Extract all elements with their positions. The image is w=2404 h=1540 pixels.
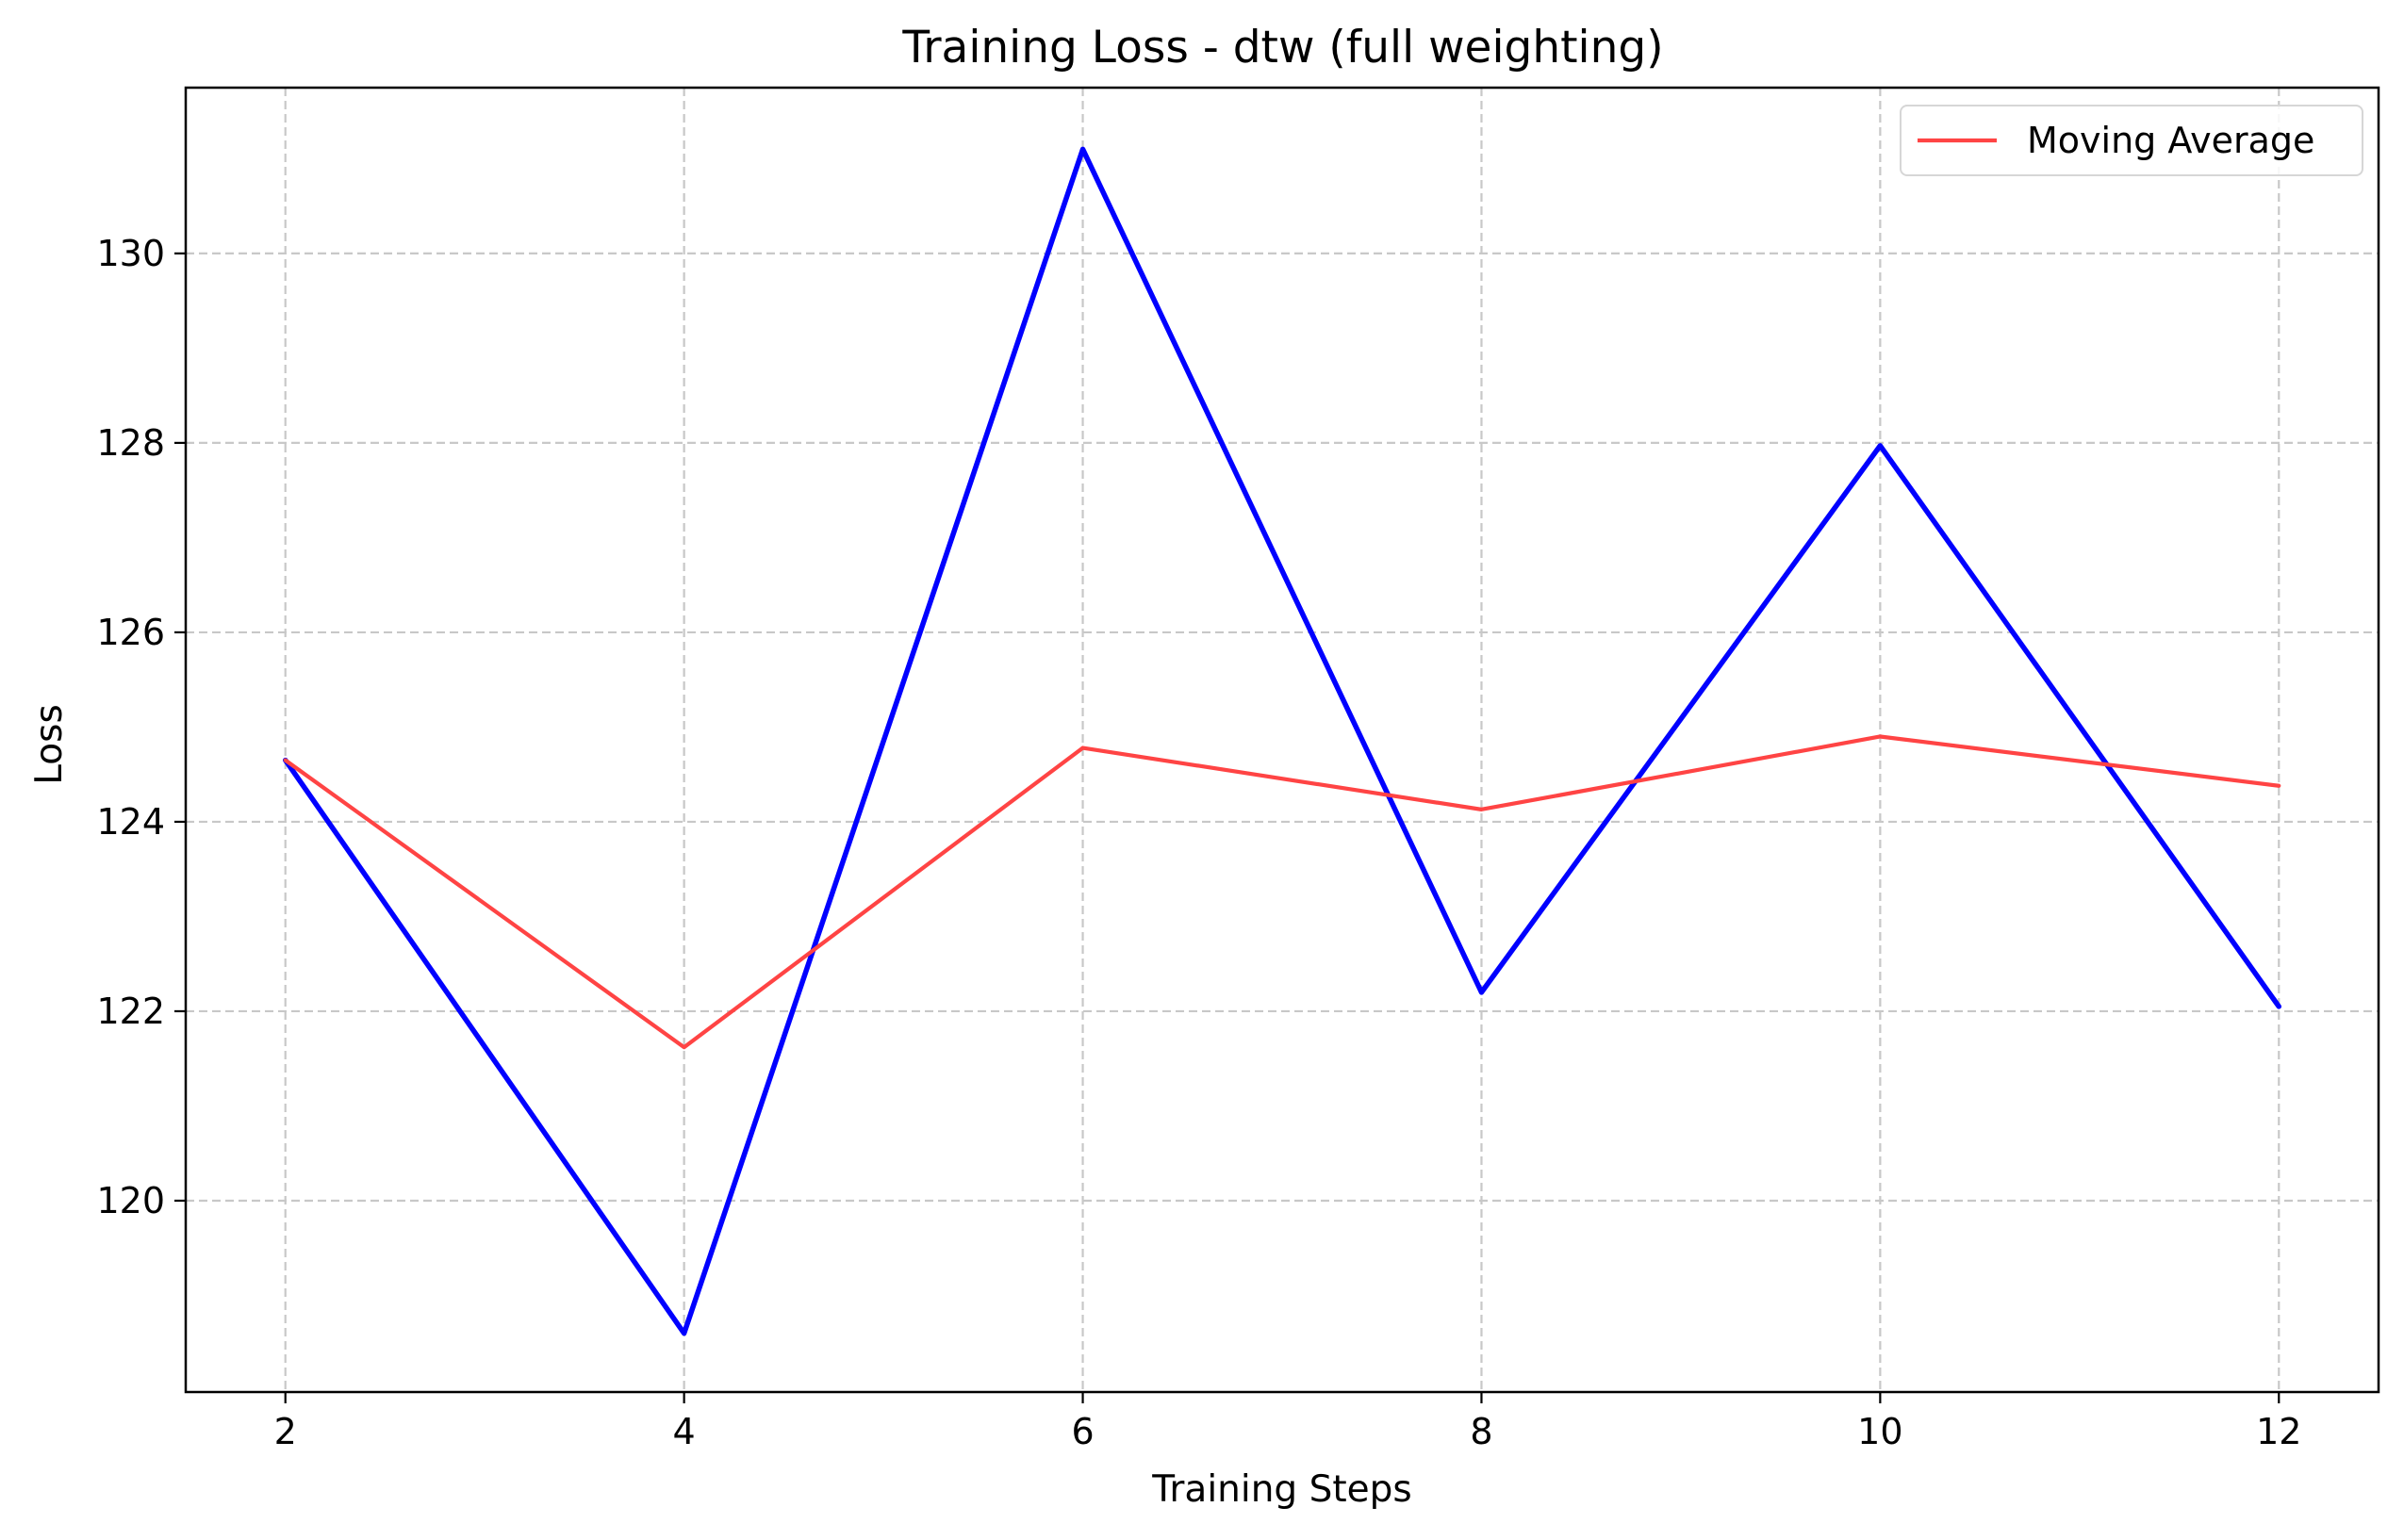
legend-label: Moving Average <box>2027 120 2314 161</box>
y-tick-label: 122 <box>96 991 165 1032</box>
x-tick-label: 8 <box>1470 1411 1492 1452</box>
x-tick-label: 4 <box>673 1411 696 1452</box>
y-tick-label: 126 <box>96 612 165 653</box>
x-axis: 2 4 6 8 10 12 <box>274 1392 2301 1452</box>
legend-box <box>1900 105 2363 176</box>
grid <box>186 88 2379 1392</box>
legend: Moving Average <box>1900 105 2363 176</box>
x-tick-label: 12 <box>2256 1411 2301 1452</box>
x-tick-label: 6 <box>1071 1411 1094 1452</box>
y-tick-label: 124 <box>96 801 165 843</box>
y-tick-label: 128 <box>96 422 165 464</box>
x-tick-label: 2 <box>274 1411 297 1452</box>
y-tick-label: 130 <box>96 233 165 274</box>
y-tick-label: 120 <box>96 1180 165 1221</box>
plot-area <box>186 88 2379 1392</box>
y-axis-label: Loss <box>28 704 71 785</box>
x-axis-label: Training Steps <box>1151 1468 1411 1511</box>
moving-average-line <box>283 734 2281 1050</box>
plot-frame <box>184 86 2380 1394</box>
chart-title: Training Loss - dtw (full weighting) <box>901 22 1663 74</box>
y-axis: 120 122 124 126 128 130 <box>96 233 186 1221</box>
series-layer <box>282 146 2282 1336</box>
loss-line <box>282 146 2282 1336</box>
x-tick-label: 10 <box>1857 1411 1902 1452</box>
